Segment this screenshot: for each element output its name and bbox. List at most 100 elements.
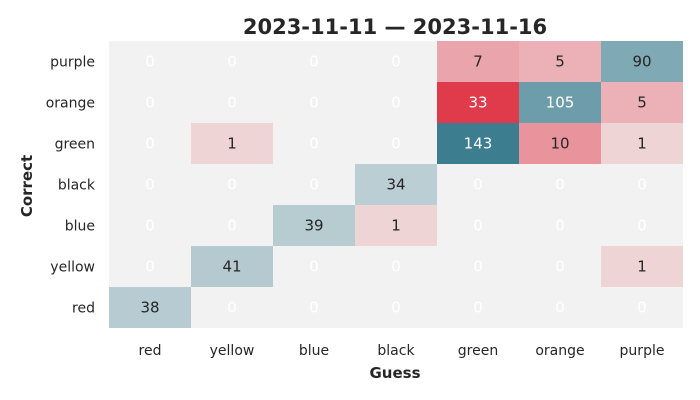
heatmap-cell <box>437 287 519 328</box>
cell-value-label: 5 <box>555 53 565 71</box>
heatmap-cell <box>109 205 191 246</box>
y-tick-label: orange <box>46 96 95 112</box>
heatmap-cell <box>273 82 355 123</box>
heatmap-cell <box>191 82 273 123</box>
heatmap-cell <box>191 246 273 287</box>
cell-value-label: 0 <box>555 176 565 194</box>
heatmap-cell <box>109 287 191 328</box>
y-tick-label: black <box>58 178 96 194</box>
cell-value-label: 0 <box>309 176 319 194</box>
heatmap-cell <box>437 205 519 246</box>
cell-value-label: 0 <box>555 299 565 317</box>
cell-value-label: 0 <box>473 176 483 194</box>
cell-value-label: 0 <box>637 217 647 235</box>
heatmap-cell <box>437 41 519 82</box>
cell-value-label: 39 <box>304 217 323 235</box>
heatmap-cell <box>519 246 601 287</box>
heatmap-cell <box>601 82 683 123</box>
cell-value-label: 5 <box>637 94 647 112</box>
cell-value-label: 0 <box>309 258 319 276</box>
heatmap-cell <box>109 41 191 82</box>
heatmap-cell <box>191 164 273 205</box>
heatmap-cell <box>355 246 437 287</box>
cell-value-label: 0 <box>145 53 155 71</box>
cell-value-label: 1 <box>637 135 647 153</box>
cell-value-label: 0 <box>227 176 237 194</box>
x-tick-label: purple <box>620 343 665 359</box>
heatmap-cell <box>601 287 683 328</box>
cell-value-label: 0 <box>391 53 401 71</box>
cell-value-label: 0 <box>145 258 155 276</box>
heatmap-cell <box>519 123 601 164</box>
cell-value-label: 1 <box>637 258 647 276</box>
cell-value-label: 0 <box>309 94 319 112</box>
cell-value-label: 34 <box>386 176 405 194</box>
heatmap-cell <box>437 164 519 205</box>
cell-value-label: 38 <box>140 299 159 317</box>
y-tick-label: purple <box>50 55 95 71</box>
heatmap-cell <box>191 41 273 82</box>
cell-value-label: 0 <box>473 258 483 276</box>
heatmap-cell <box>355 205 437 246</box>
cell-value-label: 1 <box>391 217 401 235</box>
cell-value-label: 41 <box>222 258 241 276</box>
cell-value-label: 33 <box>468 94 487 112</box>
heatmap-cell <box>355 82 437 123</box>
y-tick-label: yellow <box>50 260 95 276</box>
x-tick-label: green <box>458 343 498 359</box>
heatmap-cell <box>273 164 355 205</box>
x-tick-label: orange <box>535 343 584 359</box>
heatmap-cell <box>355 41 437 82</box>
heatmap-cell <box>355 123 437 164</box>
cell-value-label: 0 <box>391 94 401 112</box>
cell-value-label: 0 <box>309 53 319 71</box>
cell-value-label: 1 <box>227 135 237 153</box>
heatmap-cell <box>519 164 601 205</box>
cell-value-label: 0 <box>145 176 155 194</box>
cell-value-label: 0 <box>555 217 565 235</box>
heatmap-cell <box>109 246 191 287</box>
heatmap-cell <box>109 164 191 205</box>
heatmap-cell <box>355 287 437 328</box>
cell-value-label: 0 <box>227 53 237 71</box>
x-tick-label: yellow <box>210 343 255 359</box>
y-tick-label: green <box>55 137 95 153</box>
heatmap-cell <box>191 205 273 246</box>
heatmap-cell <box>355 164 437 205</box>
cell-value-label: 0 <box>227 94 237 112</box>
chart-title: 2023-11-11 — 2023-11-16 <box>243 15 547 39</box>
heatmap-cell <box>191 287 273 328</box>
heatmap-cell <box>601 246 683 287</box>
heatmap-cell <box>519 82 601 123</box>
heatmap-cell <box>273 246 355 287</box>
cell-value-label: 0 <box>227 299 237 317</box>
heatmap-cells: 0 0 0 0 7 5 900 0 0 0 33 105 50 1 0 0 143 10 10 0 0 34 0 0 00 0 39… <box>109 41 683 328</box>
cell-value-label: 0 <box>309 135 319 153</box>
cell-value-label: 0 <box>391 299 401 317</box>
heatmap-cell <box>109 123 191 164</box>
heatmap-cell <box>273 205 355 246</box>
heatmap-cell <box>191 123 273 164</box>
cell-value-label: 0 <box>391 135 401 153</box>
x-tick-label: blue <box>299 343 329 359</box>
heatmap-cell <box>601 41 683 82</box>
heatmap-cell <box>437 246 519 287</box>
cell-value-label: 0 <box>145 94 155 112</box>
heatmap-cell <box>437 123 519 164</box>
cell-value-label: 0 <box>391 258 401 276</box>
cell-value-label: 90 <box>632 53 651 71</box>
cell-value-label: 0 <box>473 299 483 317</box>
heatmap-cell <box>601 205 683 246</box>
heatmap-cell <box>273 287 355 328</box>
cell-value-label: 0 <box>309 299 319 317</box>
heatmap-cell <box>109 82 191 123</box>
heatmap-cell <box>273 41 355 82</box>
cell-value-label: 7 <box>473 53 483 71</box>
cell-value-label: 143 <box>464 135 493 153</box>
y-tick-label: red <box>72 301 95 317</box>
cell-value-label: 0 <box>637 299 647 317</box>
cell-value-label: 0 <box>555 258 565 276</box>
heatmap-cell <box>519 287 601 328</box>
heatmap-cell <box>601 164 683 205</box>
